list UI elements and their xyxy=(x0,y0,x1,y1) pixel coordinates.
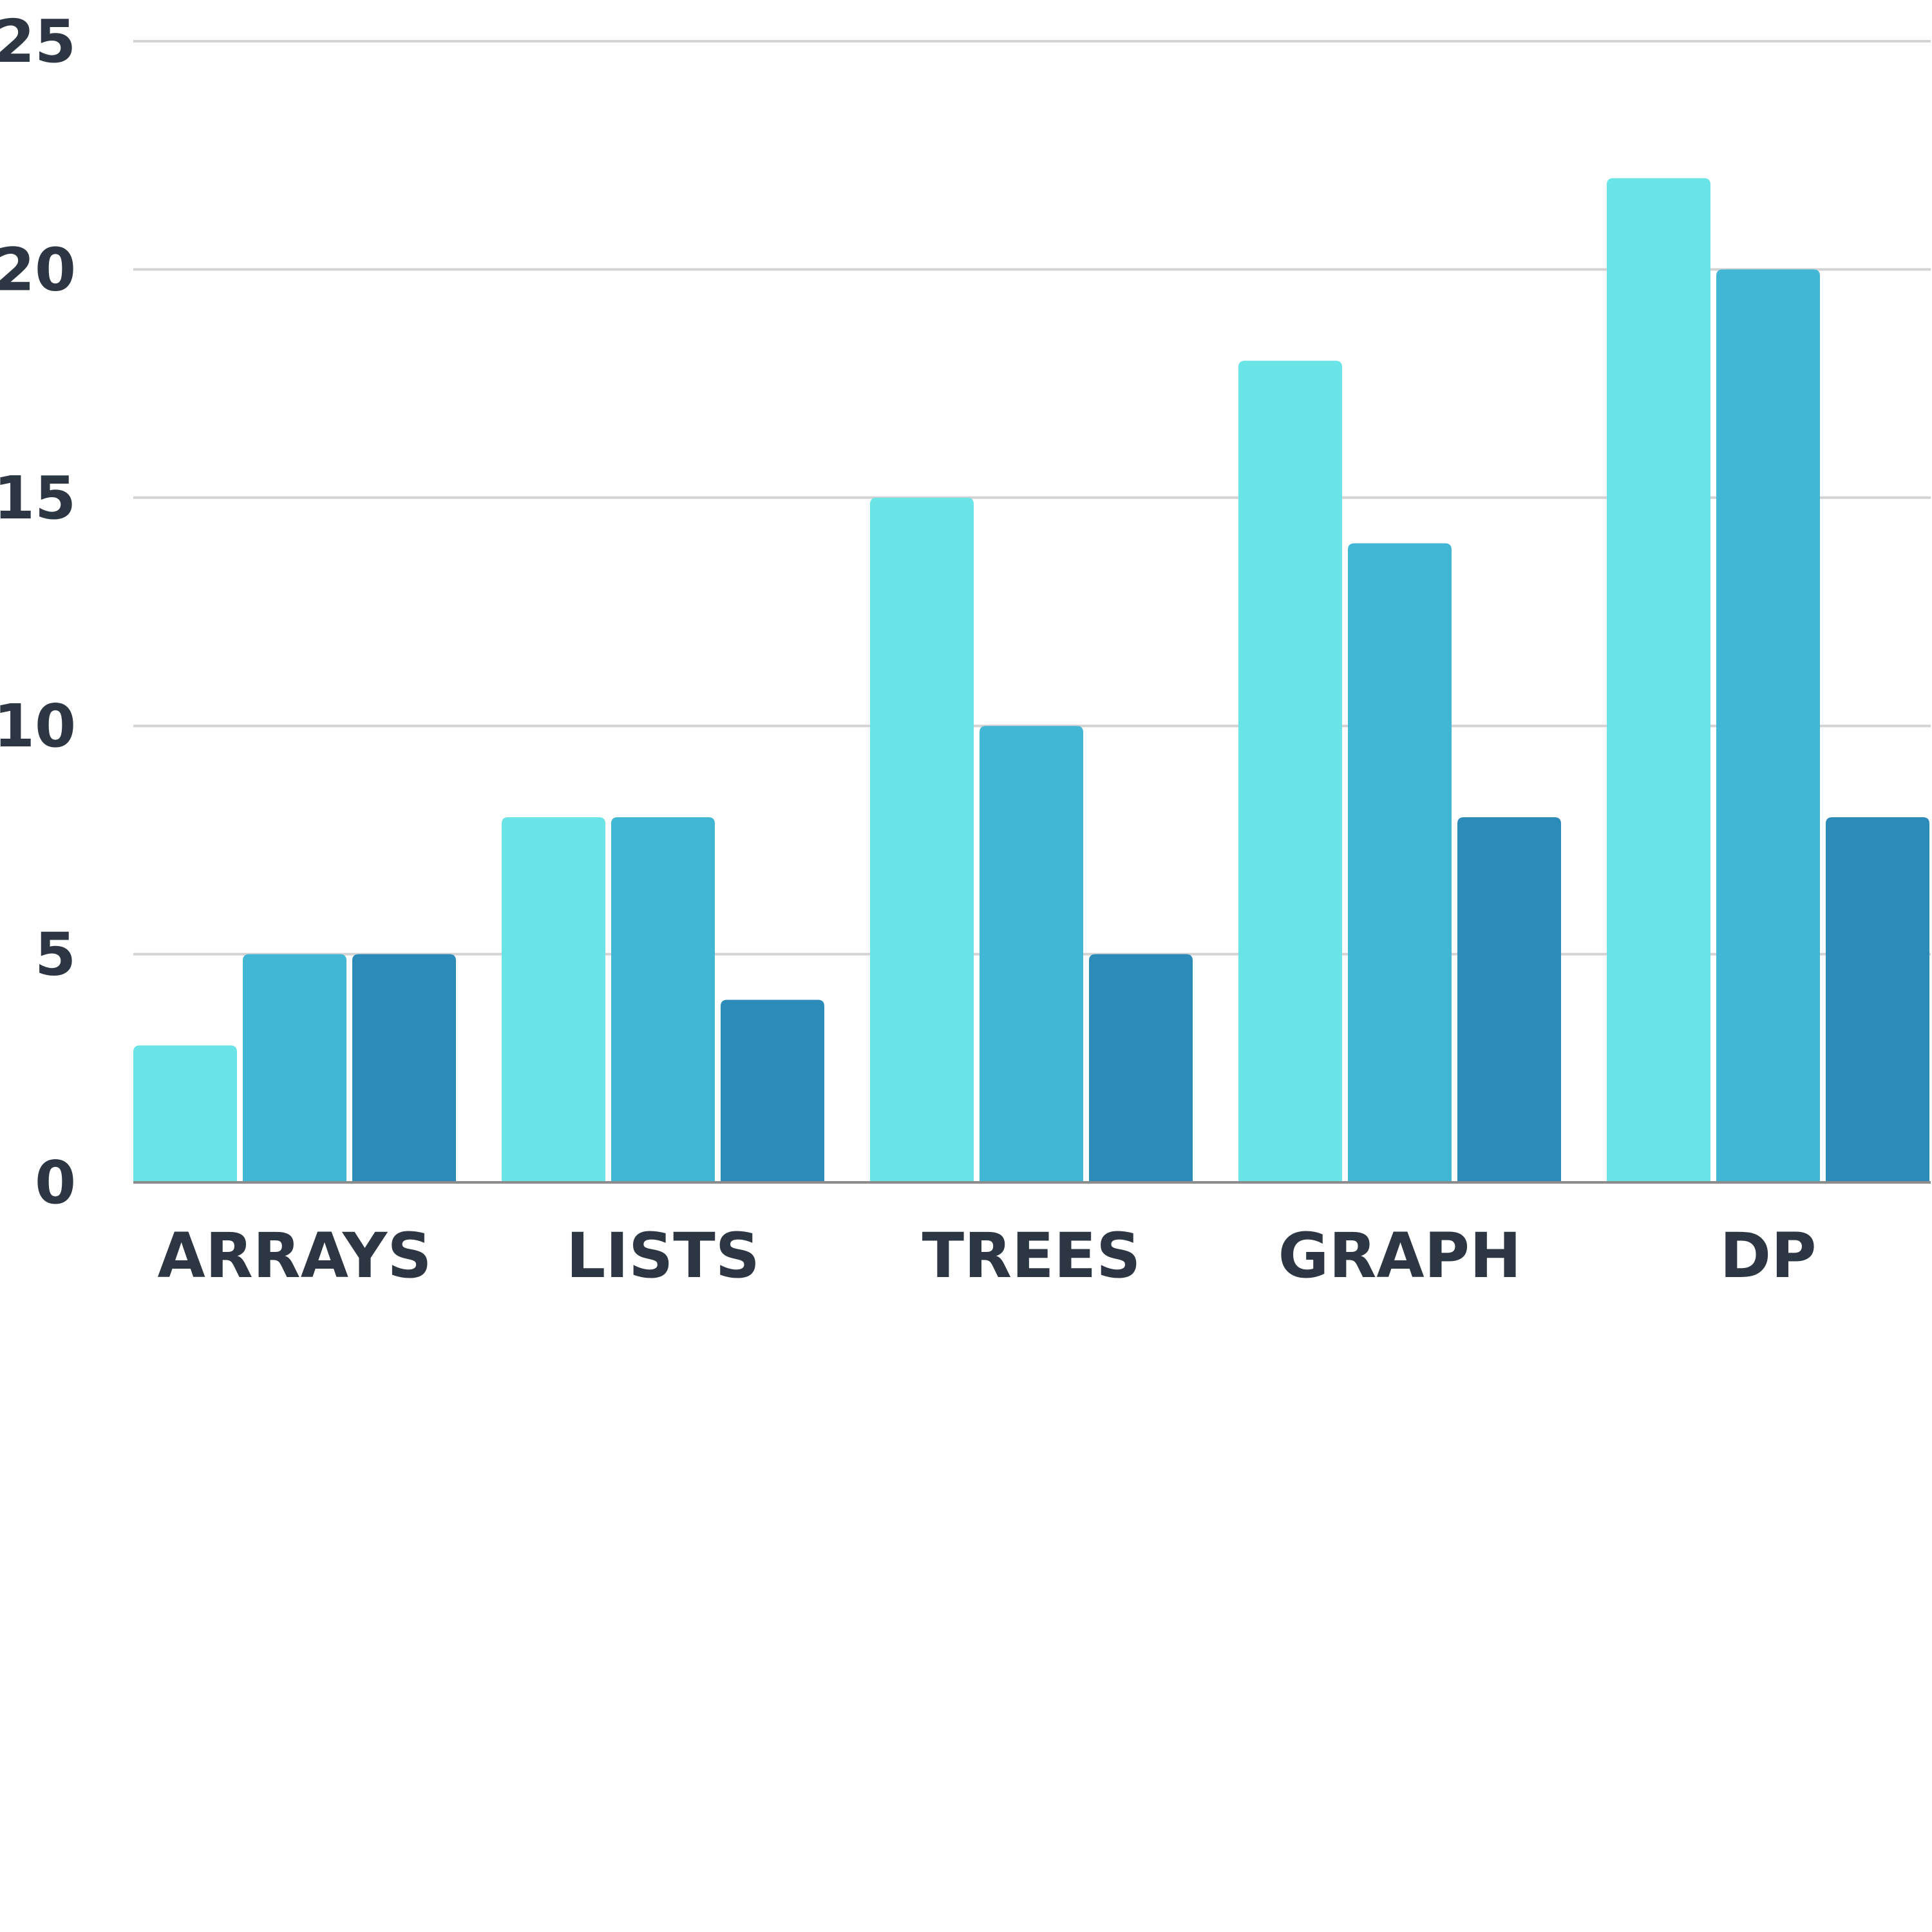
bar-graph-series-1 xyxy=(1238,361,1342,1183)
bar-arrays-series-2 xyxy=(243,954,346,1182)
bar-graph-series-2 xyxy=(1348,543,1452,1182)
bar-trees-series-1 xyxy=(870,497,974,1182)
x-category-label: LISTS xyxy=(566,1220,760,1292)
y-tick-label: 15 xyxy=(0,464,76,533)
x-category-label: GRAPH xyxy=(1278,1220,1522,1292)
bars xyxy=(133,178,1929,1183)
bar-lists-series-3 xyxy=(721,999,824,1182)
bar-arrays-series-1 xyxy=(133,1045,237,1182)
bar-trees-series-2 xyxy=(980,726,1083,1182)
x-category-label: ARRAYS xyxy=(158,1220,432,1292)
bar-graph-series-3 xyxy=(1457,817,1561,1182)
bar-trees-series-3 xyxy=(1089,954,1193,1182)
x-axis-category-labels: ARRAYS LISTS TREES GRAPH DP xyxy=(158,1220,1817,1292)
bar-dp-series-3 xyxy=(1826,817,1929,1182)
x-category-label: TREES xyxy=(922,1220,1141,1292)
x-category-label: DP xyxy=(1719,1220,1816,1292)
y-tick-label: 20 xyxy=(0,235,76,304)
y-tick-label: 5 xyxy=(35,920,76,989)
bar-dp-series-1 xyxy=(1607,178,1710,1182)
bar-arrays-series-3 xyxy=(352,954,456,1182)
y-axis-tick-labels: 0 5 10 15 20 25 xyxy=(0,7,76,1217)
y-tick-label: 25 xyxy=(0,7,76,76)
bar-lists-series-2 xyxy=(611,817,715,1182)
bar-lists-series-1 xyxy=(502,817,605,1182)
y-tick-label: 10 xyxy=(0,692,76,761)
y-tick-label: 0 xyxy=(35,1148,76,1217)
bar-dp-series-2 xyxy=(1716,269,1820,1182)
